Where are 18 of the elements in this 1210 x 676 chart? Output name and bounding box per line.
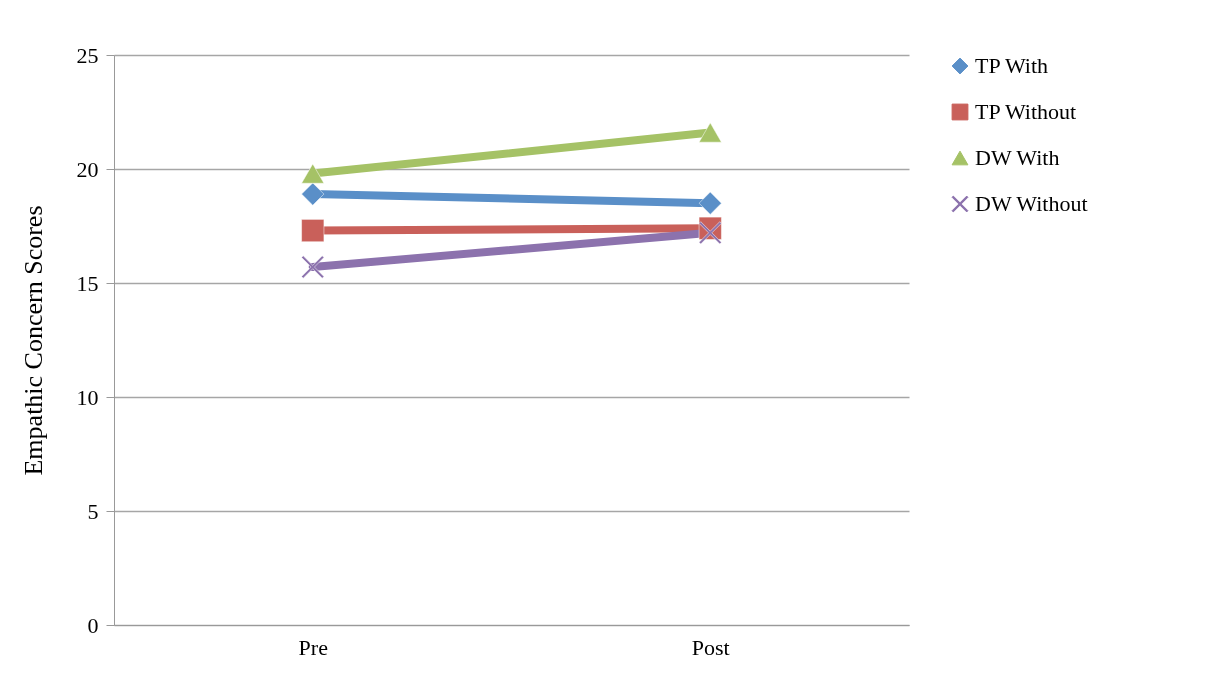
y-tick-label: 10: [76, 384, 99, 410]
legend-label: DW Without: [975, 191, 1088, 216]
point: [698, 191, 722, 215]
legend-label: TP With: [975, 53, 1049, 78]
y-tick-label: 5: [87, 498, 99, 524]
y-tick-label: 0: [87, 612, 99, 638]
y-axis-title: Empathic Concern Scores: [18, 205, 48, 476]
point: [301, 219, 325, 242]
legend-label: DW With: [975, 145, 1060, 170]
x-tick-label: Post: [691, 634, 730, 660]
legend-label: TP Without: [975, 99, 1077, 124]
x-tick-label: Pre: [298, 634, 328, 660]
point: [301, 182, 325, 206]
point: [698, 221, 722, 245]
point: [301, 255, 325, 279]
y-tick-label: 25: [76, 42, 99, 68]
y-tick-label: 15: [76, 270, 99, 296]
y-tick-label: 20: [76, 156, 99, 182]
